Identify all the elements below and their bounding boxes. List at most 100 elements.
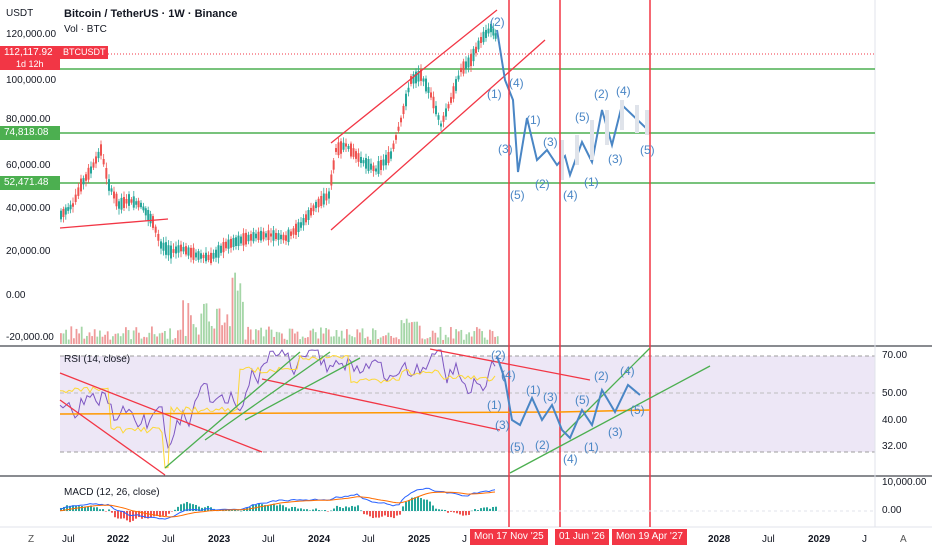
volume-bar (247, 326, 249, 344)
candle (390, 151, 392, 159)
macd-histogram-bar (315, 508, 317, 511)
volume-bar (299, 339, 301, 344)
volume-bar (450, 327, 452, 344)
volume-bar (200, 313, 203, 344)
volume-bar (83, 338, 86, 344)
macd-histogram-bar (99, 509, 101, 511)
macd-histogram-bar (492, 507, 494, 511)
candle (257, 231, 260, 240)
rsi-wave-label: (2) (535, 438, 550, 452)
channel-upper[interactable] (330, 9, 498, 144)
volume-bar (403, 323, 405, 344)
auto-scale-icon[interactable]: A (900, 534, 907, 545)
macd-histogram-bar (330, 510, 332, 512)
candle (210, 252, 212, 264)
volume-bar (99, 330, 101, 344)
date-marker-apr27[interactable]: Mon 19 Apr '27 (612, 529, 687, 545)
volume-bar (356, 329, 359, 344)
candle (205, 252, 207, 262)
volume-bar (174, 338, 177, 344)
macd-histogram-bar (153, 511, 155, 517)
volume-bar (242, 301, 244, 344)
rsi-wave-label: (1) (526, 383, 541, 397)
candle (480, 37, 482, 43)
candle (90, 166, 92, 174)
zoom-icon[interactable]: Z (28, 534, 35, 545)
volume-legend[interactable]: Vol · BTC (64, 24, 107, 35)
rsi-orange-line[interactable] (59, 411, 561, 415)
volume-bar (127, 330, 130, 344)
macd-histogram-bar (363, 511, 365, 515)
candle (345, 143, 347, 147)
date-marker-jun26[interactable]: 01 Jun '26 (555, 529, 609, 545)
time-axis-label: J (862, 534, 867, 545)
candle (217, 245, 220, 258)
volume-bar (179, 329, 182, 344)
wave-label: (4) (563, 188, 578, 202)
candle (385, 154, 387, 166)
macd-histogram-bar (117, 511, 119, 519)
candle (232, 237, 235, 248)
volume-bar (353, 337, 356, 344)
candle (128, 194, 130, 206)
candle (360, 156, 362, 164)
symbol-title[interactable]: Bitcoin / TetherUS · 1W · Binance (64, 8, 238, 20)
volume-bar (333, 336, 335, 344)
candle (80, 178, 82, 192)
wave-label: (2) (535, 177, 550, 191)
candle (395, 135, 397, 140)
candle (362, 160, 365, 164)
volume-bar (473, 331, 476, 344)
wave-label: (4) (509, 76, 524, 90)
price-axis-label: 20,000.00 (6, 246, 51, 257)
candle (250, 234, 252, 241)
volume-bar (203, 303, 205, 344)
volume-bar (494, 336, 496, 344)
wave-label: (3) (608, 152, 623, 166)
candle (180, 244, 182, 252)
macd-histogram-bar (342, 508, 344, 511)
volume-bar (322, 333, 325, 344)
rsi-wave-label: (3) (608, 425, 623, 439)
time-axis-label: Jul (62, 534, 75, 545)
candle (317, 198, 320, 208)
volume-bar (346, 329, 348, 344)
volume-bar (223, 322, 226, 344)
candle (307, 210, 310, 220)
volume-bar (372, 328, 374, 344)
macd-histogram-bar (294, 506, 296, 511)
candle (154, 226, 157, 233)
macd-histogram-bar (300, 508, 302, 511)
volume-bar (424, 339, 426, 344)
candle (322, 193, 325, 205)
macd-histogram-bar (243, 509, 245, 511)
trendline-2022[interactable] (59, 218, 169, 229)
volume-bar (291, 328, 294, 344)
rsi-wave-label: (5) (630, 403, 645, 417)
volume-bar (348, 334, 351, 344)
volume-bar (158, 333, 161, 344)
macd-histogram-bar (189, 503, 191, 511)
candle (60, 210, 62, 220)
volume-bar (88, 332, 91, 344)
time-axis-label: 2023 (208, 534, 231, 545)
volume-bar (286, 339, 288, 344)
price-axis-label: 40,000.00 (6, 203, 51, 214)
macd-histogram-bar (156, 511, 158, 517)
volume-bar (309, 330, 312, 344)
volume-bar (335, 330, 338, 344)
date-marker-nov25[interactable]: Mon 17 Nov '25 (470, 529, 548, 545)
candle (108, 179, 110, 191)
rsi-wave-projection[interactable] (496, 355, 641, 440)
rsi-legend[interactable]: RSI (14, close) (64, 354, 131, 365)
candle (152, 216, 154, 228)
candle (465, 61, 467, 69)
volume-bar (96, 336, 99, 344)
wave-label: (3) (498, 142, 513, 156)
candle (82, 178, 85, 185)
macd-histogram-bar (114, 511, 116, 518)
volume-bar (385, 335, 387, 344)
candle (285, 235, 287, 241)
macd-legend[interactable]: MACD (12, 26, close) (64, 487, 160, 498)
